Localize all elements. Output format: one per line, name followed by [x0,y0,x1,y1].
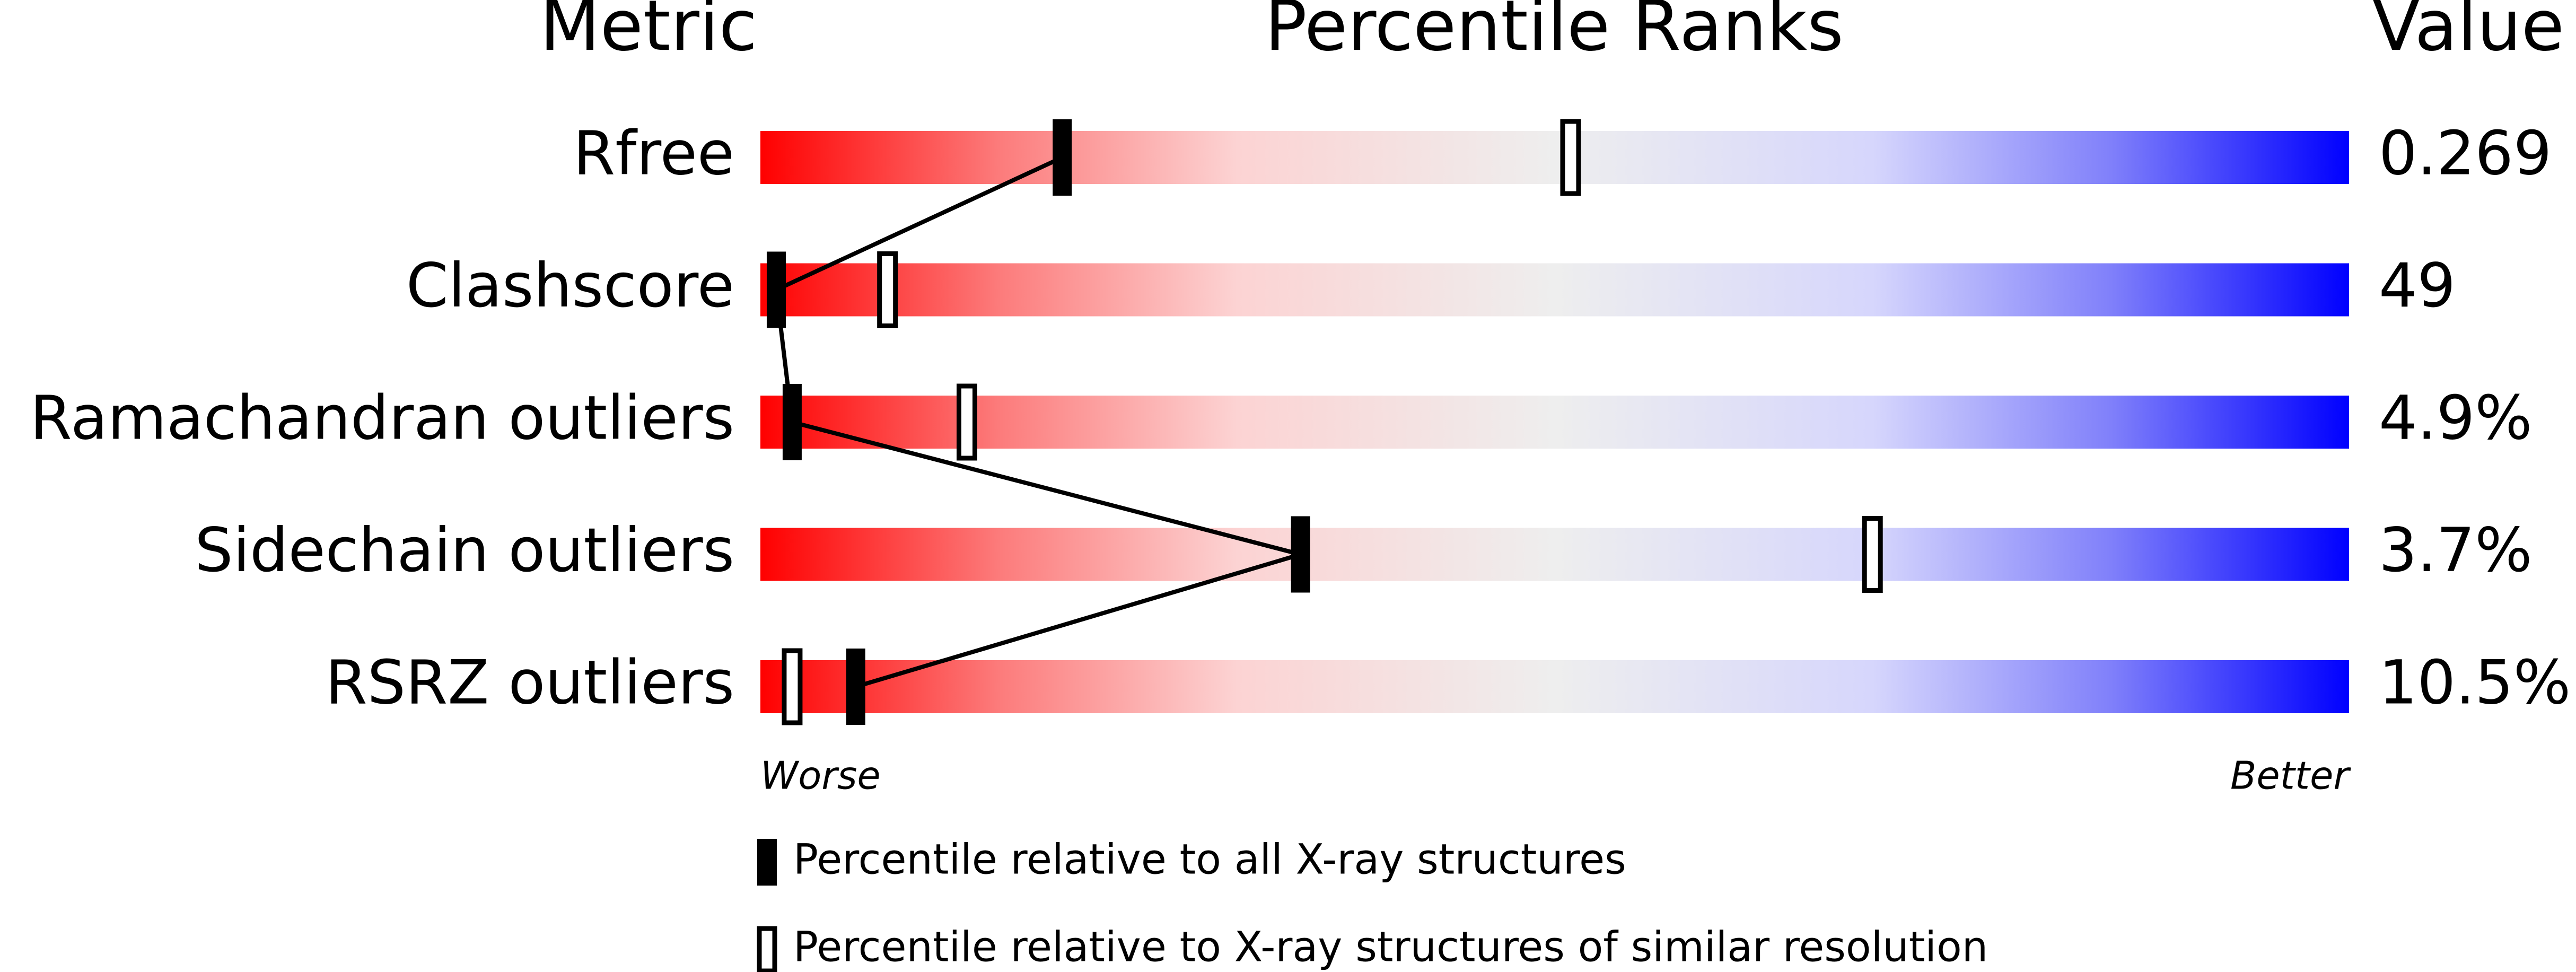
metric-value: 4.9% [2379,382,2533,453]
slider-track [760,528,2349,581]
column-header: Metric [540,0,757,67]
percentile-marker [1560,119,1581,196]
metric-label: Rfree [573,118,734,188]
metric-label: Sidechain outliers [195,515,734,585]
column-header: Percentile Ranks [1265,0,1844,67]
percentile-marker [782,648,803,725]
x-axis-label: Better [2230,754,2351,798]
column-header: Value [2372,0,2564,67]
metric-label: RSRZ outliers [325,647,734,717]
metric-value: 10.5% [2379,647,2571,717]
slider-track [760,263,2349,317]
percentile-marker [846,649,865,725]
metric-label: Clashscore [406,250,734,321]
metric-label: Ramachandran outliers [30,382,734,453]
percentile-marker [1291,516,1310,593]
metric-value: 49 [2379,250,2456,321]
percentile-marker [1862,516,1883,593]
legend-swatch [757,926,777,972]
legend-label: Percentile relative to all X-ray structu… [793,836,1626,883]
slider-track [760,131,2349,184]
percentile-marker [877,251,898,328]
slider-track [760,396,2349,449]
percentile-marker [766,251,786,328]
slider-track [760,660,2349,713]
percentile-marker [782,384,802,460]
legend-label: Percentile relative to X-ray structures … [793,923,1988,971]
metric-value: 3.7% [2379,515,2533,585]
legend-swatch [757,839,777,886]
x-axis-label: Worse [760,754,881,798]
percentile-marker [1053,119,1072,196]
percentile-marker [956,383,977,461]
metric-value: 0.269 [2379,118,2552,188]
